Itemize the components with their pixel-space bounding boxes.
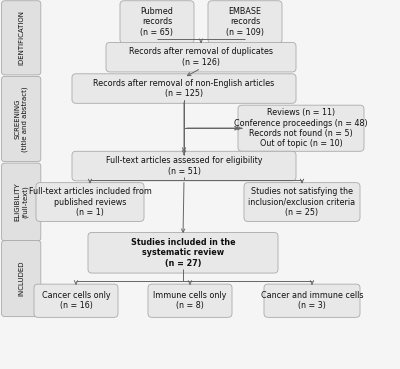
FancyBboxPatch shape bbox=[106, 42, 296, 72]
FancyBboxPatch shape bbox=[34, 284, 118, 317]
Text: IDENTIFICATION: IDENTIFICATION bbox=[18, 10, 24, 65]
FancyBboxPatch shape bbox=[238, 105, 364, 151]
Text: Records after removal of duplicates
(n = 126): Records after removal of duplicates (n =… bbox=[129, 48, 273, 67]
Text: Full-text articles assessed for eligibility
(n = 51): Full-text articles assessed for eligibil… bbox=[106, 156, 262, 176]
FancyBboxPatch shape bbox=[120, 1, 194, 43]
Text: Studies not satisfying the
inclusion/exclusion criteria
(n = 25): Studies not satisfying the inclusion/exc… bbox=[248, 187, 356, 217]
FancyBboxPatch shape bbox=[36, 183, 144, 221]
FancyBboxPatch shape bbox=[2, 241, 41, 317]
Text: Cancer and immune cells
(n = 3): Cancer and immune cells (n = 3) bbox=[261, 291, 363, 310]
Text: EMBASE
records
(n = 109): EMBASE records (n = 109) bbox=[226, 7, 264, 37]
Text: SCREENING
(title and abstract): SCREENING (title and abstract) bbox=[14, 86, 28, 152]
FancyBboxPatch shape bbox=[2, 76, 41, 162]
FancyBboxPatch shape bbox=[72, 151, 296, 181]
FancyBboxPatch shape bbox=[88, 232, 278, 273]
Text: INCLUDED: INCLUDED bbox=[18, 261, 24, 296]
FancyBboxPatch shape bbox=[208, 1, 282, 43]
Text: ELIGIBILITY
(full-text): ELIGIBILITY (full-text) bbox=[14, 183, 28, 221]
FancyBboxPatch shape bbox=[2, 163, 41, 241]
Text: Cancer cells only
(n = 16): Cancer cells only (n = 16) bbox=[42, 291, 110, 310]
Text: Immune cells only
(n = 8): Immune cells only (n = 8) bbox=[153, 291, 227, 310]
FancyBboxPatch shape bbox=[2, 1, 41, 75]
Text: Records after removal of non-English articles
(n = 125): Records after removal of non-English art… bbox=[93, 79, 275, 98]
Text: Full-text articles included from
published reviews
(n = 1): Full-text articles included from publish… bbox=[28, 187, 152, 217]
Text: Studies included in the
systematic review
(n = 27): Studies included in the systematic revie… bbox=[131, 238, 235, 268]
Text: Pubmed
records
(n = 65): Pubmed records (n = 65) bbox=[140, 7, 174, 37]
FancyBboxPatch shape bbox=[72, 74, 296, 103]
FancyBboxPatch shape bbox=[148, 284, 232, 317]
FancyBboxPatch shape bbox=[264, 284, 360, 317]
Text: Reviews (n = 11)
Conference proceedings (n = 48)
Records not found (n = 5)
Out o: Reviews (n = 11) Conference proceedings … bbox=[234, 108, 368, 148]
FancyBboxPatch shape bbox=[244, 183, 360, 221]
